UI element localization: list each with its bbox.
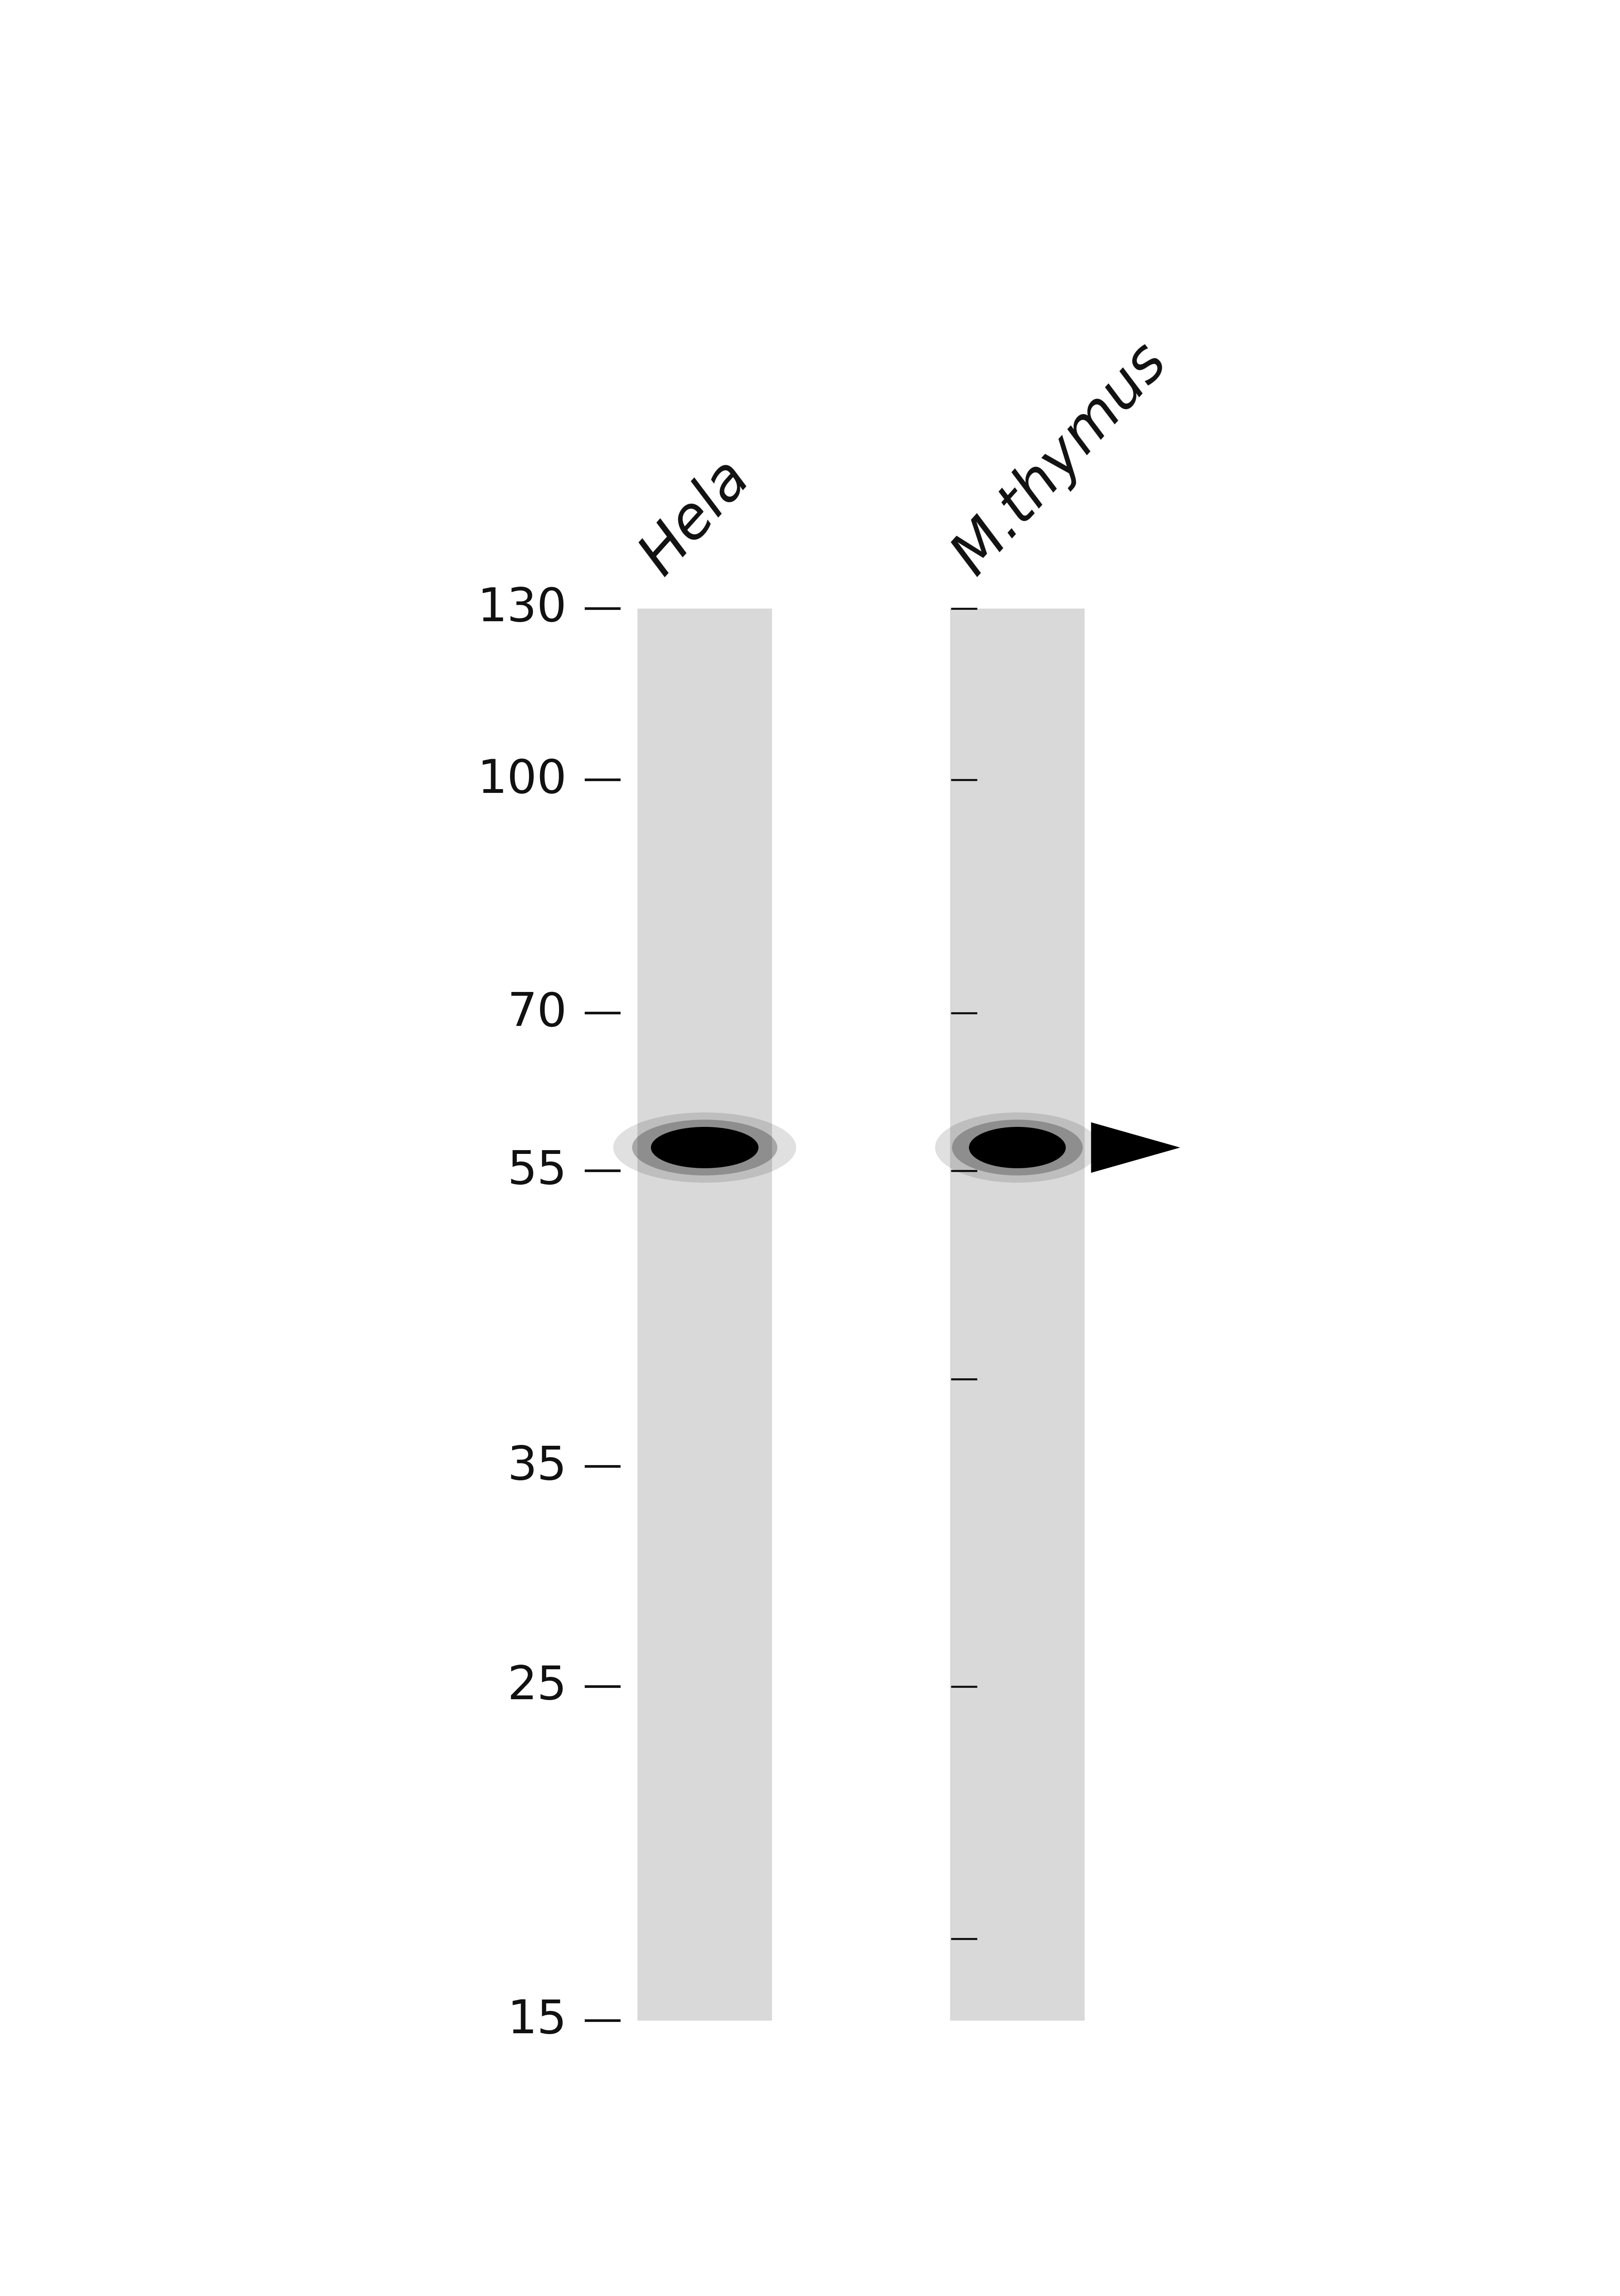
Text: 15: 15: [507, 1998, 567, 2043]
Ellipse shape: [953, 1120, 1082, 1176]
Polygon shape: [1092, 1123, 1179, 1173]
Text: Hela: Hela: [630, 450, 761, 585]
Bar: [637, 608, 771, 2020]
Ellipse shape: [632, 1120, 778, 1176]
Text: 35: 35: [507, 1444, 567, 1490]
Text: 130: 130: [478, 585, 567, 631]
Ellipse shape: [969, 1127, 1066, 1169]
Ellipse shape: [614, 1114, 795, 1182]
Text: 55: 55: [507, 1148, 567, 1194]
Text: 70: 70: [507, 990, 567, 1035]
Text: 100: 100: [478, 758, 567, 804]
Ellipse shape: [935, 1114, 1100, 1182]
Text: 25: 25: [507, 1665, 567, 1708]
Bar: [949, 608, 1084, 2020]
Ellipse shape: [651, 1127, 758, 1169]
Text: M.thymus: M.thymus: [943, 333, 1178, 585]
